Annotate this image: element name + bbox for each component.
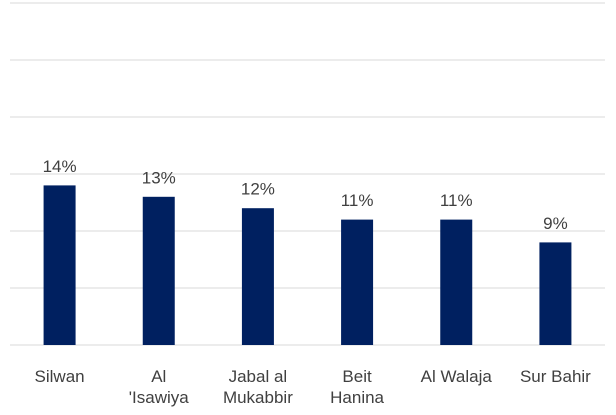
- bar: [341, 219, 374, 345]
- x-tick-label: Al Walaja: [420, 367, 492, 386]
- data-label: 13%: [142, 168, 176, 187]
- x-tick-label: Sur Bahir: [519, 367, 591, 386]
- bar: [539, 242, 572, 345]
- data-label: 11%: [341, 191, 374, 210]
- data-label: 14%: [43, 157, 77, 176]
- data-label: 9%: [543, 214, 568, 233]
- x-tick-label: Silwan: [34, 367, 85, 386]
- bar: [241, 208, 274, 345]
- bar: [142, 196, 175, 345]
- data-label: 12%: [241, 180, 275, 199]
- x-tick-label: Al 'Isawiya: [128, 367, 189, 407]
- x-tick-label: Beit Hanina: [330, 367, 385, 407]
- bar: [43, 185, 76, 345]
- data-label: 11%: [440, 191, 473, 210]
- x-tick-label: Jabal al Mukabbir: [222, 367, 293, 407]
- bar: [440, 219, 473, 345]
